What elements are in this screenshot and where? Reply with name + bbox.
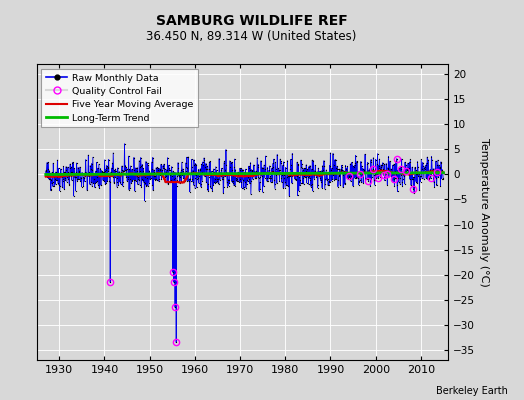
Legend: Raw Monthly Data, Quality Control Fail, Five Year Moving Average, Long-Term Tren: Raw Monthly Data, Quality Control Fail, … bbox=[41, 69, 198, 127]
Y-axis label: Temperature Anomaly (°C): Temperature Anomaly (°C) bbox=[479, 138, 489, 286]
Text: SAMBURG WILDLIFE REF: SAMBURG WILDLIFE REF bbox=[156, 14, 347, 28]
Text: 36.450 N, 89.314 W (United States): 36.450 N, 89.314 W (United States) bbox=[146, 30, 357, 43]
Text: Berkeley Earth: Berkeley Earth bbox=[436, 386, 508, 396]
